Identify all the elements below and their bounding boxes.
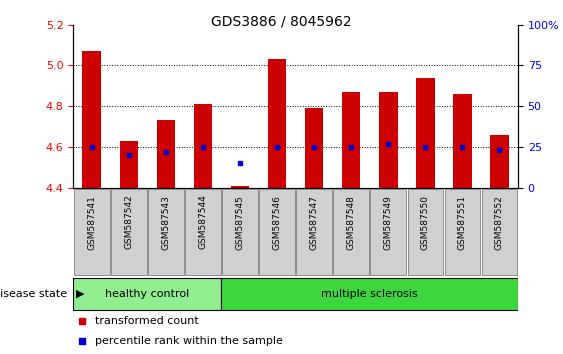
Text: multiple sclerosis: multiple sclerosis (321, 289, 418, 299)
Bar (490, 135, 509, 188)
Text: healthy control: healthy control (105, 289, 189, 299)
FancyBboxPatch shape (111, 188, 146, 275)
Text: GSM587541: GSM587541 (87, 195, 96, 250)
Bar (268, 59, 287, 188)
FancyBboxPatch shape (445, 188, 480, 275)
Text: ▶: ▶ (76, 289, 84, 299)
Bar (379, 92, 397, 188)
FancyBboxPatch shape (222, 188, 258, 275)
FancyBboxPatch shape (481, 188, 517, 275)
Bar (453, 94, 472, 188)
Bar (416, 78, 435, 188)
Bar (194, 104, 212, 188)
Text: GSM587546: GSM587546 (272, 195, 282, 250)
Text: GSM587552: GSM587552 (495, 195, 504, 250)
FancyBboxPatch shape (408, 188, 443, 275)
Text: disease state: disease state (0, 289, 68, 299)
FancyBboxPatch shape (148, 188, 184, 275)
Text: GSM587550: GSM587550 (421, 195, 430, 250)
FancyBboxPatch shape (259, 188, 295, 275)
FancyBboxPatch shape (370, 188, 406, 275)
Text: percentile rank within the sample: percentile rank within the sample (96, 336, 283, 346)
FancyBboxPatch shape (73, 278, 221, 310)
FancyBboxPatch shape (296, 188, 332, 275)
Text: GSM587543: GSM587543 (162, 195, 171, 250)
Bar (157, 120, 175, 188)
FancyBboxPatch shape (185, 188, 221, 275)
FancyBboxPatch shape (74, 188, 110, 275)
Bar (82, 51, 101, 188)
FancyBboxPatch shape (333, 188, 369, 275)
Text: GSM587548: GSM587548 (347, 195, 356, 250)
Bar (342, 92, 360, 188)
Text: GSM587544: GSM587544 (198, 195, 207, 250)
Text: GSM587547: GSM587547 (310, 195, 319, 250)
Bar (119, 141, 138, 188)
Text: GSM587551: GSM587551 (458, 195, 467, 250)
Text: GSM587549: GSM587549 (384, 195, 393, 250)
Text: transformed count: transformed count (96, 316, 199, 326)
Text: GSM587545: GSM587545 (235, 195, 244, 250)
FancyBboxPatch shape (221, 278, 518, 310)
Text: GDS3886 / 8045962: GDS3886 / 8045962 (211, 14, 352, 28)
Bar (305, 108, 323, 188)
Text: GSM587542: GSM587542 (124, 195, 133, 250)
Bar (231, 185, 249, 188)
